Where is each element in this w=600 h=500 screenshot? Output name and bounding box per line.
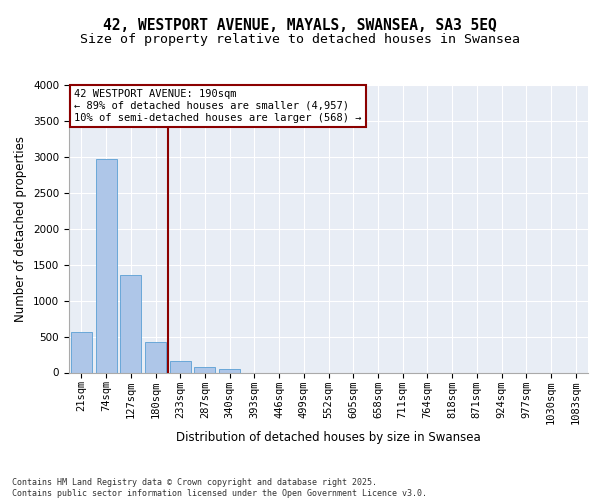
Text: 42 WESTPORT AVENUE: 190sqm
← 89% of detached houses are smaller (4,957)
10% of s: 42 WESTPORT AVENUE: 190sqm ← 89% of deta… xyxy=(74,90,362,122)
Text: Contains HM Land Registry data © Crown copyright and database right 2025.
Contai: Contains HM Land Registry data © Crown c… xyxy=(12,478,427,498)
Bar xyxy=(194,367,215,372)
Bar xyxy=(71,332,92,372)
Y-axis label: Number of detached properties: Number of detached properties xyxy=(14,136,28,322)
Bar xyxy=(95,159,116,372)
Bar xyxy=(145,342,166,372)
Bar xyxy=(120,275,141,372)
Text: Size of property relative to detached houses in Swansea: Size of property relative to detached ho… xyxy=(80,32,520,46)
Text: 42, WESTPORT AVENUE, MAYALS, SWANSEA, SA3 5EQ: 42, WESTPORT AVENUE, MAYALS, SWANSEA, SA… xyxy=(103,18,497,32)
Bar xyxy=(219,369,240,372)
X-axis label: Distribution of detached houses by size in Swansea: Distribution of detached houses by size … xyxy=(176,431,481,444)
Bar xyxy=(170,361,191,372)
